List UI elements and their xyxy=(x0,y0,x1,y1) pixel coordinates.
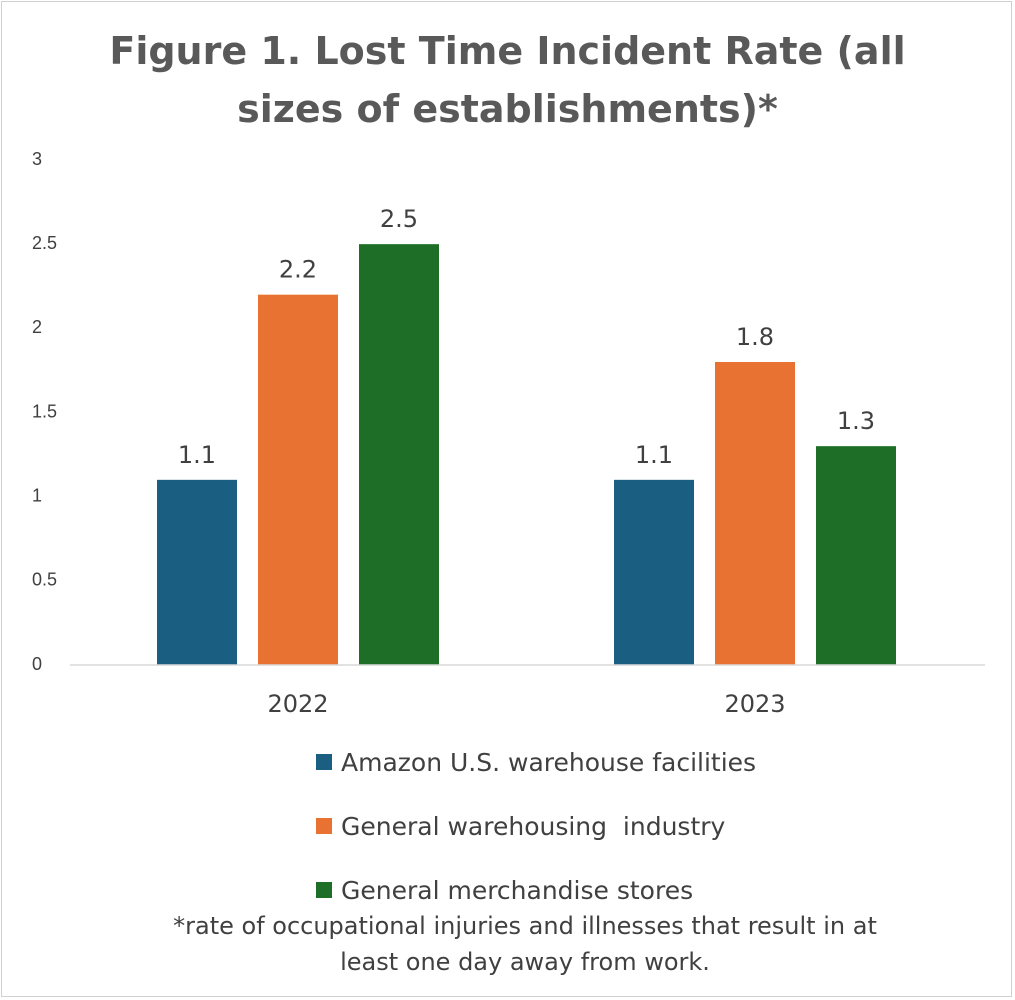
y-tick-label: 2 xyxy=(32,317,42,337)
x-tick-label: 2022 xyxy=(267,690,328,718)
chart-title: Figure 1. Lost Time Incident Rate (all s… xyxy=(0,22,1015,138)
bar-2022-series-1 xyxy=(157,479,237,665)
chart-title-line-1: Figure 1. Lost Time Incident Rate (all xyxy=(109,29,906,73)
bar-2023-series-1 xyxy=(614,479,694,665)
y-tick-label: 2.5 xyxy=(32,233,57,253)
legend-label-warehousing: General warehousing industry xyxy=(341,811,726,841)
chart-title-line-2: sizes of establishments)* xyxy=(237,87,778,131)
bar-2022-series-2 xyxy=(258,294,338,665)
data-label: 2.2 xyxy=(279,256,317,284)
legend-swatch-amazon xyxy=(316,754,332,770)
bar-2023-series-3 xyxy=(816,446,896,665)
data-label: 1.8 xyxy=(736,323,774,351)
y-tick-label: 1 xyxy=(32,485,42,505)
legend-swatch-warehousing xyxy=(316,818,332,834)
legend-label-merchandise: General merchandise stores xyxy=(341,875,694,905)
chart-footnote: *rate of occupational injuries and illne… xyxy=(0,908,1015,980)
bar-2022-series-3 xyxy=(359,244,439,665)
data-label: 1.3 xyxy=(837,407,875,435)
y-tick-label: 0 xyxy=(32,654,42,674)
x-tick-label: 2023 xyxy=(724,690,785,718)
legend-item-warehousing: General warehousing industry xyxy=(316,794,756,858)
data-label: 1.1 xyxy=(635,441,673,469)
legend-swatch-merchandise xyxy=(316,882,332,898)
y-tick-label: 3 xyxy=(32,149,42,169)
legend-item-amazon: Amazon U.S. warehouse facilities xyxy=(316,730,756,794)
footnote-line-2: least one day away from work. xyxy=(340,948,710,976)
footnote-line-1: *rate of occupational injuries and illne… xyxy=(173,912,877,940)
legend-label-amazon: Amazon U.S. warehouse facilities xyxy=(341,747,757,777)
data-label: 2.5 xyxy=(380,205,418,233)
y-tick-label: 1.5 xyxy=(32,401,57,421)
bar-2023-series-2 xyxy=(715,362,795,665)
data-label: 1.1 xyxy=(178,441,216,469)
legend-item-merchandise: General merchandise stores xyxy=(316,858,756,922)
y-tick-label: 0.5 xyxy=(32,570,57,590)
chart-legend: Amazon U.S. warehouse facilities General… xyxy=(316,730,756,922)
